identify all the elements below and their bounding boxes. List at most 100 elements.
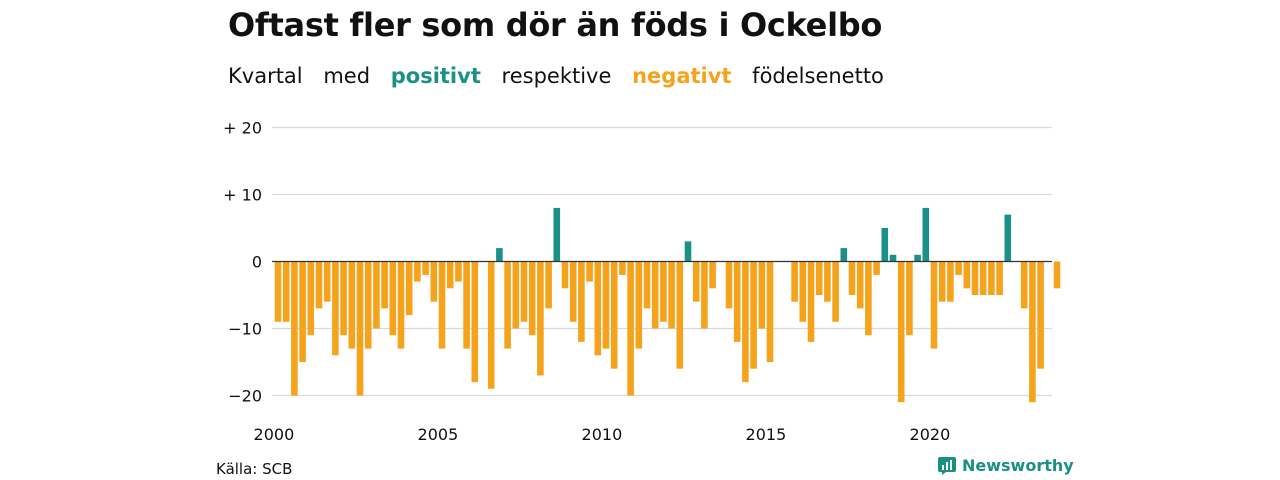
bar bbox=[537, 261, 544, 376]
bar bbox=[389, 261, 397, 336]
bar bbox=[971, 261, 979, 295]
bar bbox=[742, 261, 749, 383]
bar bbox=[602, 261, 610, 349]
bar bbox=[692, 261, 700, 302]
y-tick-label: −20 bbox=[228, 387, 262, 406]
bar bbox=[897, 261, 905, 403]
bar bbox=[520, 261, 528, 322]
bar bbox=[594, 261, 602, 356]
bar bbox=[955, 261, 962, 275]
bar bbox=[463, 261, 470, 349]
bar bbox=[873, 261, 880, 275]
subtitle-part-4: födelsenetto bbox=[752, 64, 884, 88]
bar bbox=[496, 248, 503, 262]
bar bbox=[963, 261, 971, 289]
bar bbox=[848, 261, 856, 295]
x-tick-label: 2000 bbox=[254, 425, 295, 444]
subtitle-positive-word: positivt bbox=[390, 64, 481, 88]
newsworthy-logo-icon bbox=[938, 456, 956, 475]
y-tick-label: 0 bbox=[252, 253, 262, 272]
bar bbox=[397, 261, 405, 349]
bar bbox=[299, 261, 306, 362]
x-tick-label: 2005 bbox=[418, 425, 459, 444]
bar bbox=[471, 261, 479, 383]
bar bbox=[676, 261, 684, 369]
bar bbox=[561, 261, 569, 289]
bar bbox=[430, 261, 438, 302]
bar bbox=[865, 261, 872, 336]
bar bbox=[930, 261, 938, 349]
bar bbox=[348, 261, 356, 349]
bar bbox=[660, 261, 667, 322]
bar bbox=[1020, 261, 1028, 309]
bar bbox=[996, 261, 1003, 295]
bar bbox=[332, 261, 339, 356]
x-tick-label: 2010 bbox=[582, 425, 623, 444]
bar bbox=[323, 261, 331, 302]
source-note: Källa: SCB bbox=[216, 460, 293, 478]
chart-subtitle: Kvartal med positivt respektive negativt… bbox=[228, 64, 898, 88]
x-tick-label: 2015 bbox=[746, 425, 787, 444]
bar bbox=[668, 261, 675, 329]
bar bbox=[381, 261, 388, 309]
bar bbox=[635, 261, 643, 349]
bar bbox=[922, 207, 930, 262]
bar bbox=[1053, 261, 1061, 289]
bar bbox=[988, 261, 995, 295]
bar bbox=[651, 261, 659, 329]
subtitle-negative-word: negativt bbox=[632, 64, 732, 88]
bar bbox=[274, 261, 282, 322]
bar bbox=[414, 261, 421, 282]
bar bbox=[340, 261, 347, 336]
bar bbox=[889, 254, 897, 262]
bar bbox=[947, 261, 954, 302]
bar bbox=[512, 261, 520, 329]
bar bbox=[405, 261, 413, 316]
bar bbox=[438, 261, 446, 349]
bar bbox=[545, 261, 552, 309]
bar bbox=[824, 261, 831, 302]
bar bbox=[1004, 214, 1012, 262]
bar bbox=[938, 261, 946, 302]
bar bbox=[504, 261, 511, 349]
chart-title: Oftast fler som dör än föds i Ockelbo bbox=[228, 6, 883, 44]
bar bbox=[791, 261, 798, 302]
bar bbox=[586, 261, 593, 282]
bar bbox=[733, 261, 741, 342]
bar bbox=[914, 254, 921, 262]
bar bbox=[815, 261, 823, 295]
brand-name: Newsworthy bbox=[962, 456, 1074, 475]
subtitle-part-3: respektive bbox=[501, 64, 612, 88]
bar bbox=[627, 261, 634, 396]
y-tick-label: −10 bbox=[228, 320, 262, 339]
y-tick-label: + 10 bbox=[223, 186, 262, 205]
bar bbox=[856, 261, 864, 309]
bar bbox=[750, 261, 757, 369]
bar bbox=[701, 261, 708, 329]
bar bbox=[1037, 261, 1044, 369]
bar bbox=[1029, 261, 1036, 403]
bar bbox=[446, 261, 454, 289]
bar bbox=[725, 261, 733, 309]
bar bbox=[578, 261, 585, 342]
bar bbox=[553, 207, 561, 262]
bar bbox=[528, 261, 536, 336]
bar bbox=[307, 261, 315, 336]
bar bbox=[569, 261, 577, 322]
bar bbox=[643, 261, 651, 309]
bar bbox=[906, 261, 913, 336]
bar bbox=[832, 261, 839, 322]
bar bbox=[979, 261, 987, 295]
subtitle-part-1: Kvartal bbox=[228, 64, 303, 88]
bar bbox=[315, 261, 323, 309]
bar bbox=[758, 261, 766, 329]
bar bbox=[455, 261, 462, 282]
bar bbox=[709, 261, 716, 289]
bar bbox=[422, 261, 429, 275]
bar bbox=[487, 261, 495, 389]
subtitle-part-2: med bbox=[323, 64, 371, 88]
bar bbox=[373, 261, 380, 329]
bar bbox=[356, 261, 364, 396]
bar bbox=[282, 261, 290, 322]
